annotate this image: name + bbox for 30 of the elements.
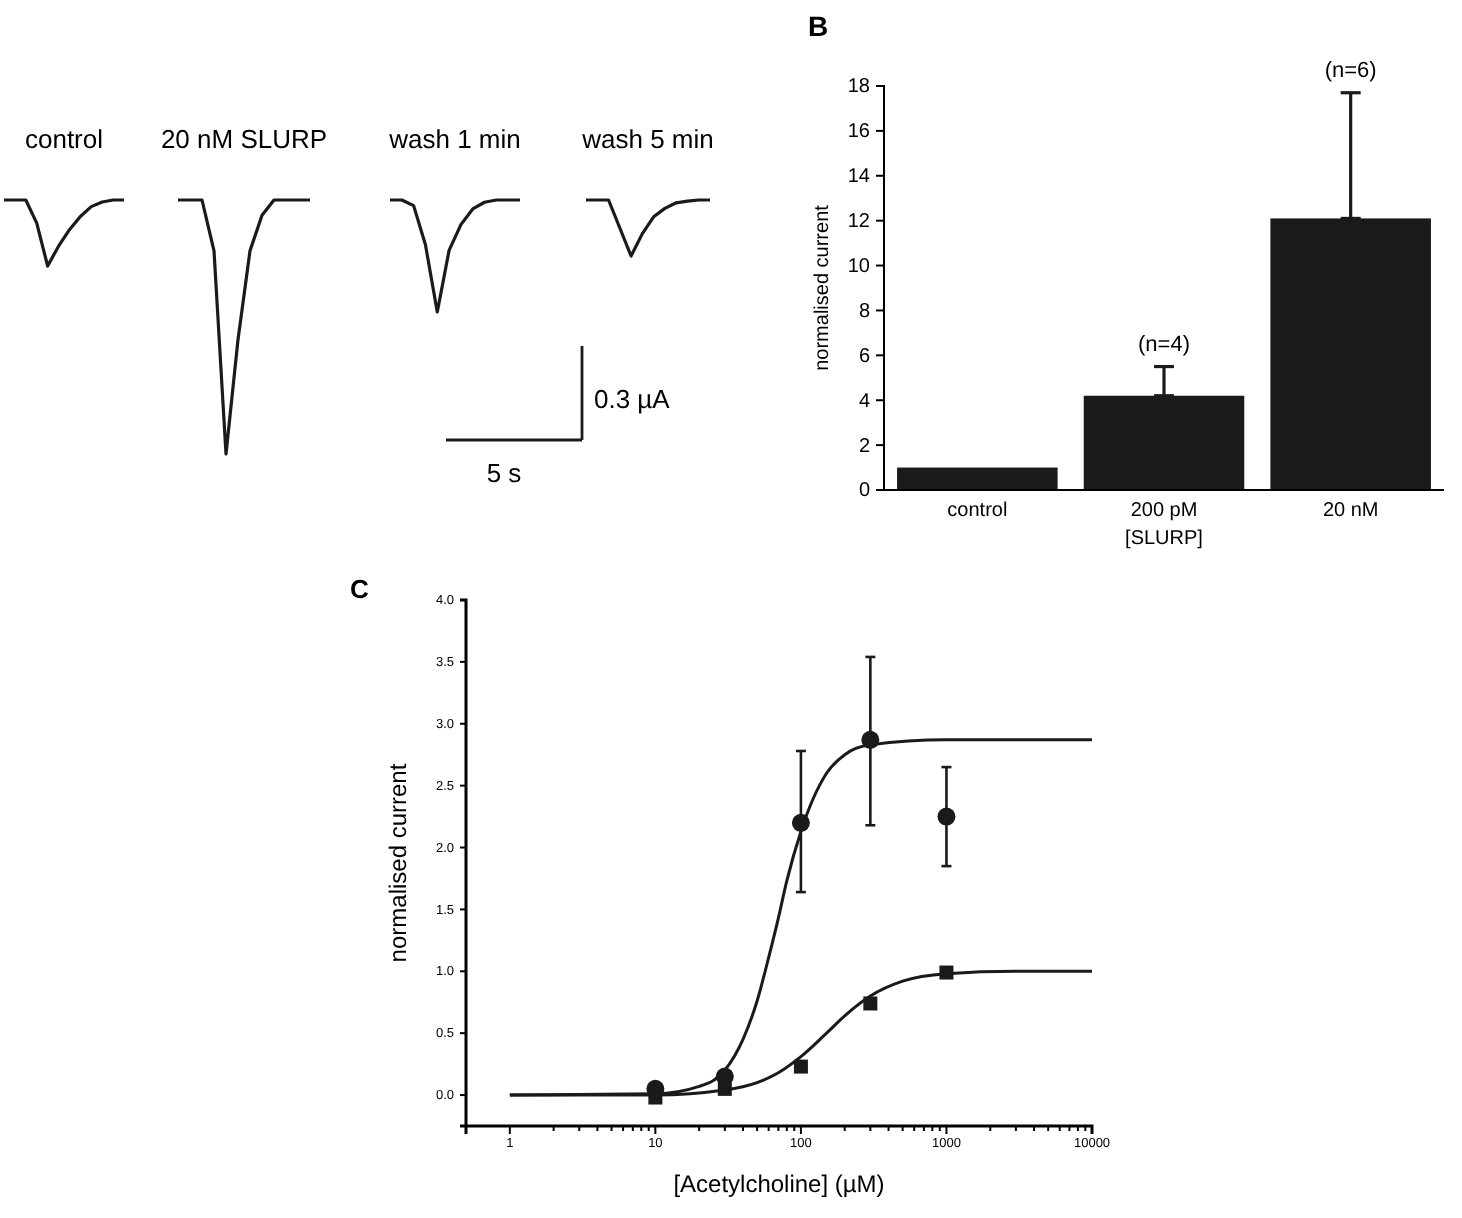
y-tick-label: 4 (858, 390, 871, 413)
y-tick-label: 12 (847, 211, 871, 234)
x-axis-title: [Acetylcholine] (µM) (673, 1170, 885, 1198)
annotation: (n=4) (1138, 332, 1190, 357)
point (937, 807, 956, 826)
chart-title: 20 nM SLURP (160, 124, 328, 154)
chart-title: wash 1 min (387, 124, 521, 154)
y-axis-title: normalised current (384, 762, 412, 963)
y-tick-label: 8 (858, 300, 871, 323)
chart-title: wash 5 min (580, 124, 714, 154)
chart-title: control (24, 124, 104, 154)
y-tick-label: 14 (847, 166, 871, 189)
chart-title: B (808, 10, 829, 42)
y-axis-title: normalised current (812, 204, 834, 371)
y-tick-label: 6 (858, 345, 871, 368)
y-tick-label: 10 (847, 255, 871, 278)
text: 5 s (486, 458, 523, 488)
annotation: (n=6) (1324, 58, 1377, 83)
y-tick-label: 0 (858, 480, 871, 503)
y-tick-label: 16 (847, 121, 871, 144)
text: 0.3 µA (594, 384, 671, 414)
x-tick-label: 20 nM (1322, 500, 1379, 523)
bar (897, 467, 1058, 490)
x-axis-title: [SLURP] (1125, 528, 1204, 550)
y-tick-label: 2 (858, 435, 871, 458)
chart-title: C (350, 574, 370, 604)
y-tick-label: 18 (847, 76, 871, 99)
x-tick-label: control (947, 500, 1008, 523)
point (793, 1059, 808, 1074)
x-tick-label: 200 pM (1130, 500, 1198, 523)
